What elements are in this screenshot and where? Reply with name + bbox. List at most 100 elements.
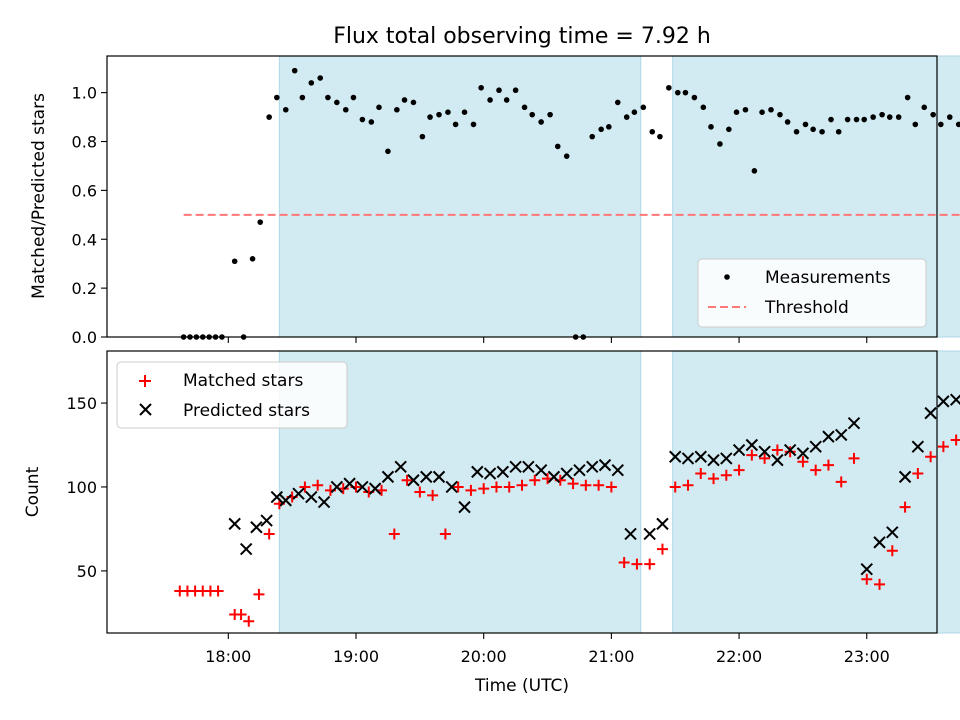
matched-star-point xyxy=(593,479,605,491)
matched-star-point xyxy=(656,543,668,555)
measurement-point xyxy=(445,109,451,115)
measurement-point xyxy=(700,104,707,111)
legend-measurements-marker xyxy=(724,274,730,280)
predicted-star-point xyxy=(547,470,561,484)
matched-star-point xyxy=(465,484,477,496)
top-axes-frame xyxy=(106,55,938,338)
predicted-star-point xyxy=(707,453,720,467)
matched-star-point xyxy=(401,474,413,486)
predicted-star-point xyxy=(924,406,937,420)
measurement-point xyxy=(257,219,264,225)
matched-star-point xyxy=(299,481,311,493)
measurement-point xyxy=(666,84,672,91)
matched-star-point xyxy=(797,456,809,468)
chart-title: Flux total observing time = 7.92 h xyxy=(333,24,711,49)
top-x-ticks xyxy=(227,337,868,343)
matched-star-point xyxy=(503,481,515,493)
bottom-y-tick-label: 50 xyxy=(77,562,97,581)
measurement-point xyxy=(938,121,944,128)
matched-star-point xyxy=(784,446,796,458)
x-tick-label: 23:00 xyxy=(844,647,890,666)
measurement-point xyxy=(308,80,315,86)
matched-star-point xyxy=(490,481,502,493)
measurement-point xyxy=(946,114,953,120)
predicted-star-point xyxy=(522,460,535,474)
matched-star-point xyxy=(516,479,528,491)
measurement-point xyxy=(325,94,331,101)
top-y-tick-label: 0.0 xyxy=(72,328,97,347)
bottom-y-tick-label: 150 xyxy=(66,394,97,413)
measurement-point xyxy=(342,106,349,113)
measurement-point xyxy=(503,97,510,103)
measurement-point xyxy=(631,109,638,115)
measurement-point xyxy=(819,128,825,135)
predicted-star-point xyxy=(330,480,344,494)
predicted-star-point xyxy=(260,514,273,527)
matched-star-point xyxy=(567,478,579,490)
measurement-point xyxy=(419,133,426,140)
measurement-point xyxy=(810,126,816,133)
predicted-star-point xyxy=(239,542,253,556)
predicted-star-point xyxy=(745,438,759,452)
measurement-point xyxy=(835,128,842,135)
matched-star-point xyxy=(388,528,400,540)
matched-star-point xyxy=(631,558,643,570)
top-y-tick-label: 0.6 xyxy=(72,181,97,200)
measurement-point xyxy=(759,109,765,115)
predicted-star-point xyxy=(732,443,746,457)
measurement-point xyxy=(385,148,391,155)
measurement-point xyxy=(410,99,417,106)
measurement-point xyxy=(350,94,357,101)
predicted-star-point xyxy=(317,495,331,509)
bottom-observing-windows xyxy=(278,350,960,634)
measurement-point xyxy=(844,116,851,123)
top-y-tick-label: 1.0 xyxy=(72,84,97,103)
measurement-point xyxy=(717,141,723,147)
predicted-star-point xyxy=(758,445,771,458)
bottom-x-ticks: 18:0019:0020:0021:0022:0023:0000:0001:00… xyxy=(205,633,890,666)
matched-star-point xyxy=(886,545,898,557)
x-tick-label: 21:00 xyxy=(588,647,634,666)
observing-window-span xyxy=(278,55,642,338)
measurement-point xyxy=(274,94,280,101)
measurement-point xyxy=(470,121,477,128)
predicted-star-point xyxy=(509,460,522,474)
matched-star-point xyxy=(263,528,275,540)
predicted-star-point xyxy=(886,526,899,539)
predicted-star-point xyxy=(643,527,656,541)
measurement-point xyxy=(334,99,340,106)
predicted-star-point xyxy=(624,527,637,541)
matched-star-point xyxy=(925,451,937,463)
measurement-point xyxy=(452,121,459,128)
matched-star-point xyxy=(212,585,224,597)
bottom-y-tick-label: 100 xyxy=(66,478,97,497)
matched-star-point xyxy=(746,449,758,461)
top-measurement-points xyxy=(180,67,960,340)
matched-star-point xyxy=(937,441,949,453)
predicted-star-point xyxy=(292,487,305,500)
predicted-star-point xyxy=(822,430,835,443)
measurement-point xyxy=(231,258,238,265)
matched-star-point xyxy=(644,558,656,570)
matched-star-point xyxy=(618,557,630,568)
matched-star-point xyxy=(312,479,324,491)
matched-star-point xyxy=(835,476,847,488)
measurement-point xyxy=(682,89,689,96)
top-y-tick-label: 0.4 xyxy=(72,230,97,249)
legend-threshold-label: Threshold xyxy=(764,298,849,318)
measurement-point xyxy=(828,116,834,123)
matched-star-point xyxy=(733,464,745,476)
measurement-point xyxy=(768,106,774,113)
predicted-star-point xyxy=(656,517,669,531)
measurement-point xyxy=(895,114,902,120)
measurement-point xyxy=(291,67,298,74)
predicted-star-point xyxy=(445,480,458,494)
measurement-point xyxy=(249,256,256,262)
bottom-legend-box xyxy=(116,361,348,429)
matched-star-point xyxy=(452,481,464,493)
top-y-axis-label: Matched/Predicted stars xyxy=(29,93,49,299)
predicted-star-point xyxy=(681,452,695,465)
measurement-point xyxy=(538,119,544,125)
predicted-star-point xyxy=(847,416,861,430)
measurement-point xyxy=(521,104,528,111)
